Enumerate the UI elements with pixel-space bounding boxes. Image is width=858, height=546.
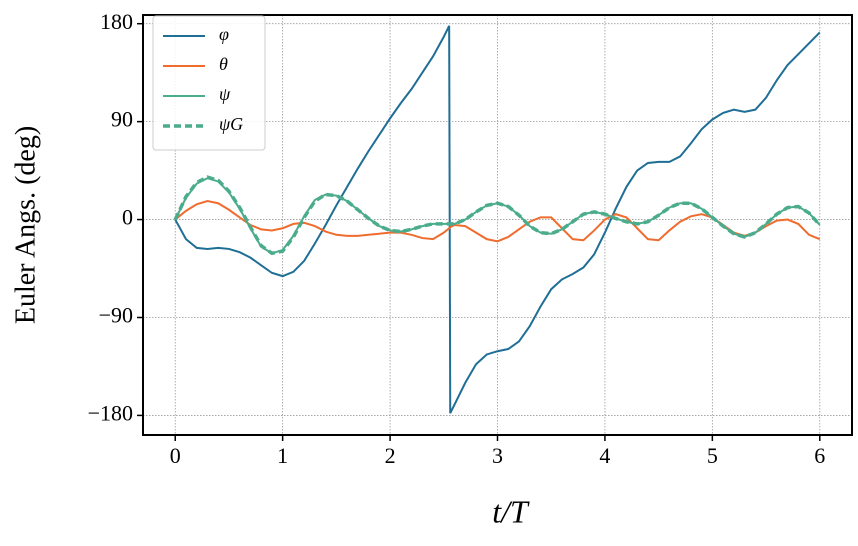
legend-label: ψ	[219, 84, 231, 104]
plot-frame	[142, 14, 853, 436]
y-axis-label: Euler Angs. (deg)	[10, 126, 41, 324]
y-tick-label: −90	[99, 303, 133, 328]
series-line	[174, 25, 821, 414]
x-tick-label: 2	[385, 443, 396, 468]
series-line	[173, 175, 822, 256]
legend-label: ψG	[219, 114, 243, 134]
y-tick-label: −180	[88, 400, 133, 425]
legend-label: θ	[219, 54, 228, 74]
y-tick-label: 0	[122, 205, 133, 230]
x-tick-label: 4	[599, 443, 610, 468]
y-tick-label: 180	[100, 9, 133, 34]
x-tick-label: 5	[707, 443, 718, 468]
legend-label: φ	[219, 24, 229, 44]
series-line	[174, 200, 821, 243]
y-tick-label: 90	[111, 107, 133, 132]
x-tick-label: 1	[277, 443, 288, 468]
legend-box	[152, 15, 266, 151]
x-axis-label: t/T	[492, 493, 530, 529]
x-tick-label: 3	[492, 443, 503, 468]
x-tick-label: 0	[170, 443, 181, 468]
x-tick-label: 6	[814, 443, 825, 468]
